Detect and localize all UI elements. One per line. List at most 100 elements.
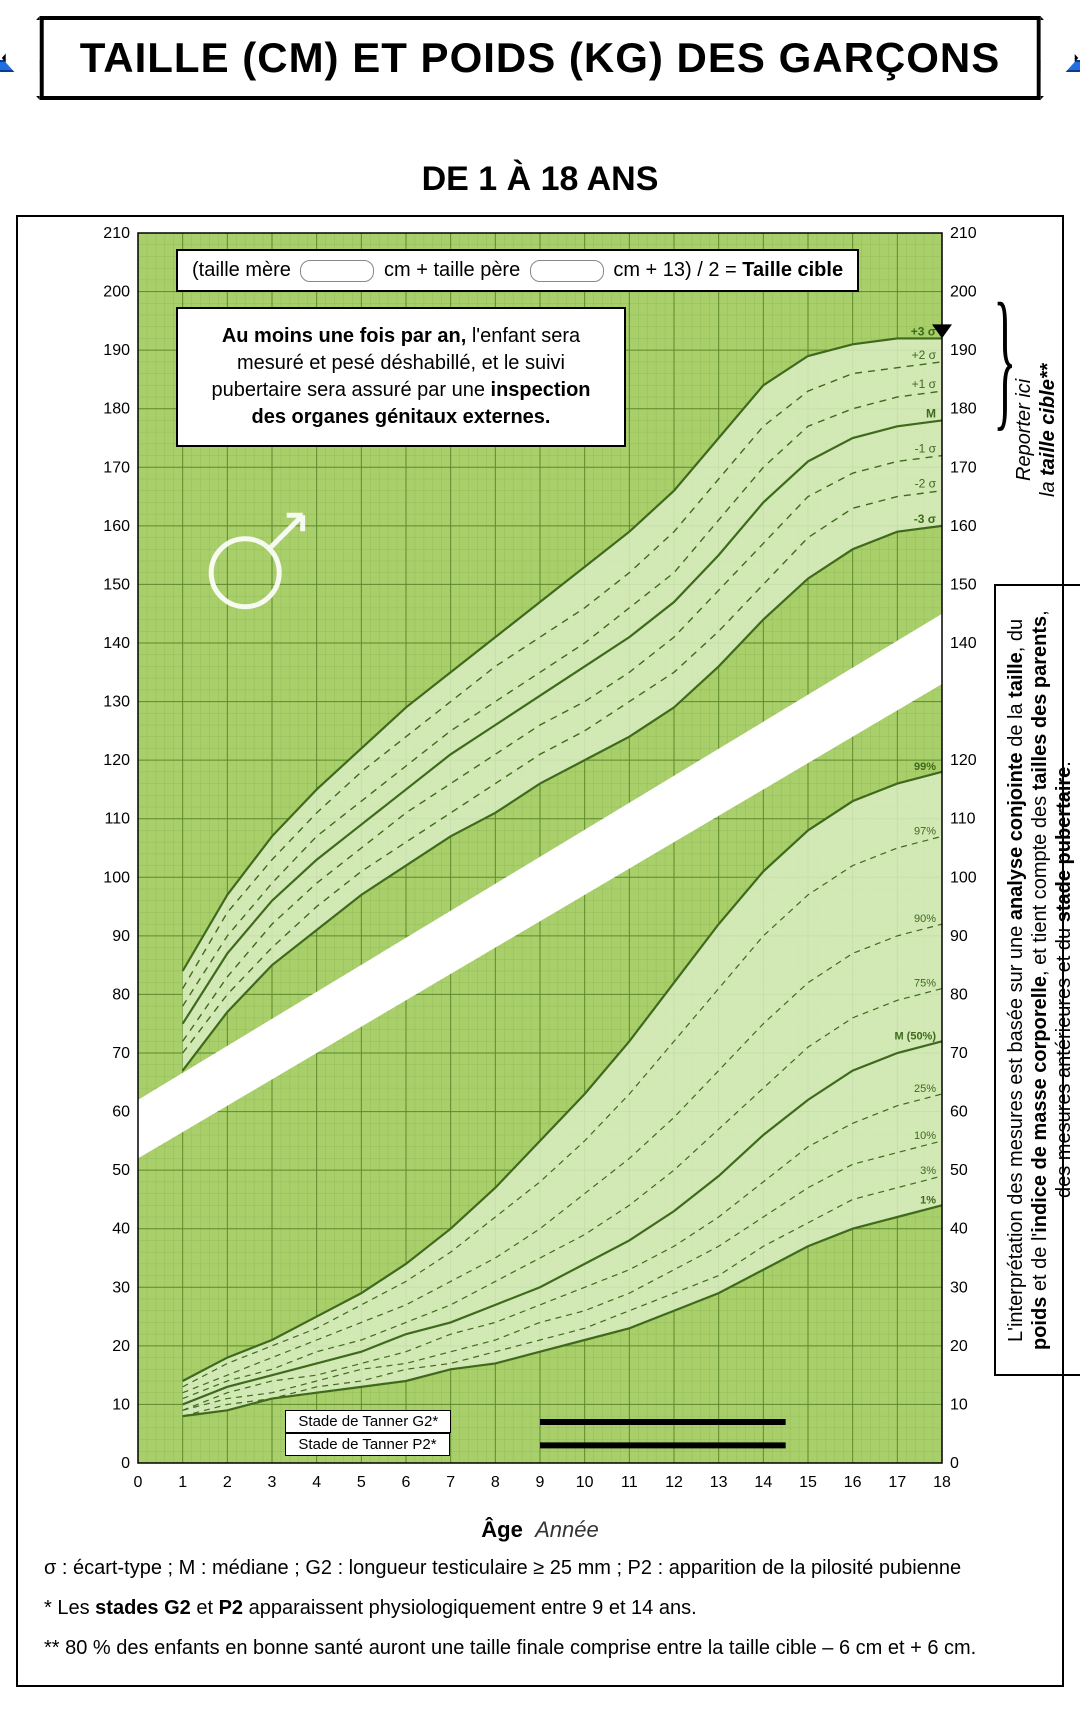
svg-text:210: 210: [103, 225, 130, 242]
svg-text:90: 90: [950, 928, 968, 945]
svg-text:4: 4: [312, 1474, 321, 1491]
formula-text: cm + 13) / 2 =: [613, 259, 736, 281]
svg-text:14: 14: [754, 1474, 772, 1491]
formula-text: (taille mère: [192, 259, 291, 281]
x-axis-label-bold: Âge: [481, 1517, 523, 1542]
svg-text:190: 190: [103, 342, 130, 359]
formula-text: cm + taille père: [384, 259, 520, 281]
svg-text:-1 σ: -1 σ: [915, 442, 937, 456]
legend-note2: ** 80 % des enfants en bonne santé auron…: [44, 1633, 1036, 1663]
svg-text:3: 3: [268, 1474, 277, 1491]
svg-text:180: 180: [950, 401, 977, 418]
svg-text:100: 100: [950, 869, 977, 886]
header-ribbon: TAILLE (CM) ET POIDS (KG) DES GARÇONS: [0, 10, 1080, 130]
legend-text: et: [191, 1597, 219, 1619]
svg-text:+3 σ: +3 σ: [911, 324, 936, 338]
svg-text:15: 15: [799, 1474, 817, 1491]
svg-text:0: 0: [121, 1455, 130, 1472]
svg-text:10: 10: [950, 1396, 968, 1413]
x-axis-label: Âge Année: [24, 1517, 1056, 1543]
formula-result-label: Taille cible: [742, 259, 843, 281]
svg-text:40: 40: [112, 1221, 130, 1238]
svg-text:110: 110: [950, 811, 976, 828]
svg-text:60: 60: [112, 1104, 130, 1121]
svg-text:20: 20: [950, 1338, 968, 1355]
side-note-italic: Reporter ici: [1013, 379, 1035, 481]
svg-text:13: 13: [710, 1474, 728, 1491]
svg-text:70: 70: [950, 1045, 968, 1062]
svg-text:+1 σ: +1 σ: [912, 377, 937, 391]
svg-text:120: 120: [950, 752, 977, 769]
advice-bold: Au moins une fois par an,: [222, 325, 466, 347]
svg-text:40: 40: [950, 1221, 968, 1238]
svg-text:80: 80: [112, 986, 130, 1003]
svg-text:180: 180: [103, 401, 130, 418]
svg-text:16: 16: [844, 1474, 862, 1491]
svg-text:160: 160: [950, 518, 977, 535]
svg-text:170: 170: [950, 459, 977, 476]
svg-text:2: 2: [223, 1474, 232, 1491]
svg-text:140: 140: [103, 635, 130, 652]
target-height-note: Reporter ici la taille cible**: [1012, 350, 1060, 510]
svg-text:30: 30: [950, 1279, 968, 1296]
svg-text:110: 110: [104, 811, 130, 828]
svg-text:8: 8: [491, 1474, 500, 1491]
svg-text:99%: 99%: [914, 761, 936, 773]
svg-text:75%: 75%: [914, 978, 936, 990]
svg-text:M: M: [926, 406, 936, 420]
svg-text:80: 80: [950, 986, 968, 1003]
svg-text:150: 150: [103, 576, 130, 593]
svg-text:+2 σ: +2 σ: [912, 348, 937, 362]
svg-text:60: 60: [950, 1104, 968, 1121]
svg-text:5: 5: [357, 1474, 366, 1491]
svg-text:160: 160: [103, 518, 130, 535]
svg-text:150: 150: [950, 576, 977, 593]
legend-bold: P2: [219, 1597, 243, 1619]
tanner-p2-label: Stade de Tanner P2*: [285, 1433, 449, 1456]
mother-height-input[interactable]: [300, 260, 374, 282]
svg-text:18: 18: [933, 1474, 951, 1491]
chart-stage: +3 σ+2 σ+1 σM-1 σ-2 σ-3 σ99%97%90%75%M (…: [90, 223, 990, 1513]
svg-text:1: 1: [178, 1474, 187, 1491]
svg-text:M (50%): M (50%): [894, 1030, 936, 1042]
svg-text:7: 7: [446, 1474, 455, 1491]
side-note-bold: taille cible**: [1037, 363, 1059, 475]
svg-text:6: 6: [402, 1474, 411, 1491]
svg-text:10: 10: [576, 1474, 594, 1491]
legend-text: * Les: [44, 1597, 95, 1619]
advice-box: Au moins une fois par an, l'enfant sera …: [176, 307, 626, 447]
svg-text:30: 30: [112, 1279, 130, 1296]
svg-text:1%: 1%: [920, 1194, 936, 1206]
legend-sigma: σ : écart-type ; M : médiane ; G2 : long…: [44, 1553, 1036, 1583]
father-height-input[interactable]: [530, 260, 604, 282]
svg-text:200: 200: [103, 284, 130, 301]
side-note-text: la: [1037, 476, 1059, 497]
svg-text:90%: 90%: [914, 913, 936, 925]
svg-text:50: 50: [112, 1162, 130, 1179]
advice-text: par une: [417, 379, 490, 401]
legend-text: apparaissent physiologiquement entre 9 e…: [243, 1597, 697, 1619]
page: TAILLE (CM) ET POIDS (KG) DES GARÇONS DE…: [0, 10, 1080, 1687]
svg-text:190: 190: [950, 342, 977, 359]
chart-frame: +3 σ+2 σ+1 σM-1 σ-2 σ-3 σ99%97%90%75%M (…: [16, 215, 1064, 1687]
svg-text:9: 9: [536, 1474, 545, 1491]
svg-text:70: 70: [112, 1045, 130, 1062]
legend-bold: stades G2: [95, 1597, 191, 1619]
interpretation-note: L'interprétation des mesures est basée s…: [994, 584, 1080, 1376]
svg-text:50: 50: [950, 1162, 968, 1179]
svg-text:3%: 3%: [920, 1165, 936, 1177]
svg-text:17: 17: [888, 1474, 906, 1491]
svg-text:90: 90: [112, 928, 130, 945]
legend-note1: * Les stades G2 et P2 apparaissent physi…: [44, 1593, 1036, 1623]
svg-text:11: 11: [621, 1474, 638, 1491]
svg-text:200: 200: [950, 284, 977, 301]
svg-text:-2 σ: -2 σ: [915, 477, 937, 491]
page-subtitle: DE 1 À 18 ANS: [0, 160, 1080, 199]
svg-text:130: 130: [103, 694, 130, 711]
svg-text:210: 210: [950, 225, 977, 242]
svg-text:0: 0: [134, 1474, 143, 1491]
svg-text:97%: 97%: [914, 825, 936, 837]
svg-text:120: 120: [103, 752, 130, 769]
page-title: TAILLE (CM) ET POIDS (KG) DES GARÇONS: [40, 16, 1041, 100]
svg-text:100: 100: [103, 869, 130, 886]
